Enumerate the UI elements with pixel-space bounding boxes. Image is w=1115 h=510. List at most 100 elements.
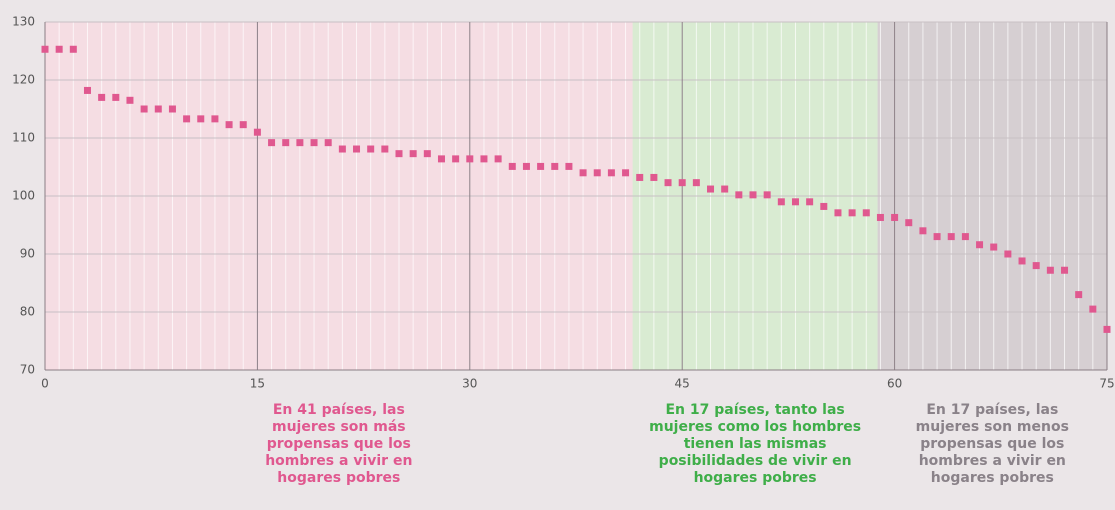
x-tick-label: 15	[250, 377, 265, 391]
point	[1089, 305, 1097, 313]
point	[749, 191, 757, 199]
y-tick-label: 100	[12, 189, 35, 203]
point	[126, 96, 134, 104]
point	[268, 139, 276, 147]
point	[806, 198, 814, 206]
point	[197, 115, 205, 123]
y-tick-label: 80	[20, 305, 35, 319]
point	[140, 105, 148, 113]
point	[183, 115, 191, 123]
point	[763, 191, 771, 199]
point	[664, 179, 672, 187]
point	[735, 191, 743, 199]
point	[1004, 250, 1012, 258]
y-tick-label: 120	[12, 73, 35, 87]
point	[480, 155, 488, 163]
point	[508, 162, 516, 170]
point	[692, 179, 700, 187]
point	[225, 121, 233, 129]
y-tick-label: 90	[20, 247, 35, 261]
point	[636, 173, 644, 181]
point	[919, 227, 927, 235]
point	[239, 121, 247, 129]
x-tick-label: 75	[1099, 377, 1114, 391]
point	[791, 198, 799, 206]
point	[437, 155, 445, 163]
point	[353, 145, 361, 153]
point	[933, 233, 941, 241]
point	[891, 213, 899, 221]
annotation: propensas que los	[267, 436, 411, 452]
point	[1075, 291, 1083, 299]
point	[98, 93, 106, 101]
point	[721, 185, 729, 193]
point	[253, 128, 261, 136]
point	[1032, 262, 1040, 270]
point	[537, 162, 545, 170]
annotation: hombres a vivir en	[265, 453, 412, 469]
point	[1103, 325, 1111, 333]
annotation: tienen las mismas	[684, 436, 827, 452]
annotation: hogares pobres	[931, 470, 1054, 486]
point	[976, 241, 984, 249]
point	[338, 145, 346, 153]
x-tick-label: 0	[41, 377, 49, 391]
point	[381, 145, 389, 153]
point	[310, 139, 318, 147]
point	[494, 155, 502, 163]
point	[83, 86, 91, 94]
point	[296, 139, 304, 147]
point	[579, 169, 587, 177]
y-tick-label: 130	[12, 15, 35, 29]
point	[947, 233, 955, 241]
y-tick-label: 70	[20, 363, 35, 377]
point	[423, 150, 431, 158]
point	[395, 150, 403, 158]
annotation: hogares pobres	[277, 470, 400, 486]
annotation: hombres a vivir en	[919, 453, 1066, 469]
point	[848, 209, 856, 217]
x-tick-label: 45	[675, 377, 690, 391]
point	[622, 169, 630, 177]
annotation: En 17 países, tanto las	[665, 402, 844, 418]
point	[41, 45, 49, 53]
point	[551, 162, 559, 170]
x-tick-label: 30	[462, 377, 477, 391]
annotation: En 17 países, las	[926, 402, 1058, 418]
point	[1061, 266, 1069, 274]
point	[522, 162, 530, 170]
x-tick-label: 60	[887, 377, 902, 391]
point	[409, 150, 417, 158]
point	[565, 162, 573, 170]
point	[777, 198, 785, 206]
y-tick-label: 110	[12, 131, 35, 145]
point	[862, 209, 870, 217]
point	[593, 169, 601, 177]
point	[990, 243, 998, 251]
annotation: posibilidades de vivir en	[659, 453, 852, 469]
annotation: propensas que los	[920, 436, 1064, 452]
point	[154, 105, 162, 113]
point	[707, 185, 715, 193]
point	[607, 169, 615, 177]
point	[168, 105, 176, 113]
point	[876, 213, 884, 221]
point	[820, 202, 828, 210]
point	[367, 145, 375, 153]
point	[452, 155, 460, 163]
annotation: mujeres son más	[272, 419, 406, 435]
annotation: hogares pobres	[694, 470, 817, 486]
point	[678, 179, 686, 187]
point	[466, 155, 474, 163]
point	[1018, 257, 1026, 265]
annotation: mujeres como los hombres	[649, 419, 861, 435]
point	[961, 233, 969, 241]
point	[834, 209, 842, 217]
annotation: mujeres son menos	[916, 419, 1069, 435]
annotation: En 41 países, las	[273, 402, 405, 418]
point	[112, 93, 120, 101]
point	[69, 45, 77, 53]
point	[55, 45, 63, 53]
